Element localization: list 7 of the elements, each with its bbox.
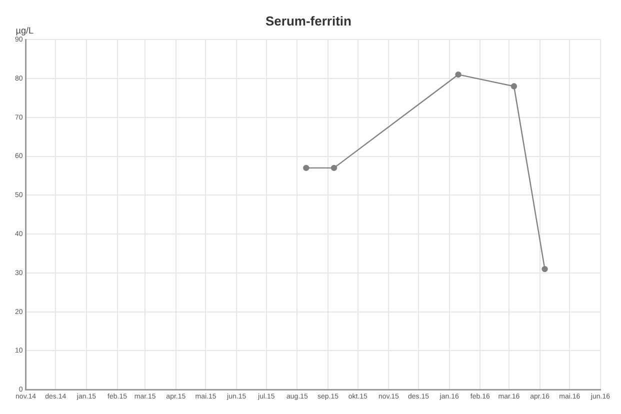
chart-title: Serum-ferritin: [266, 13, 352, 28]
point: [303, 164, 310, 172]
point: [510, 83, 518, 90]
point: [455, 72, 462, 78]
point: [330, 164, 338, 172]
y-axis-title: µg/L: [16, 26, 34, 36]
point: [542, 266, 548, 272]
